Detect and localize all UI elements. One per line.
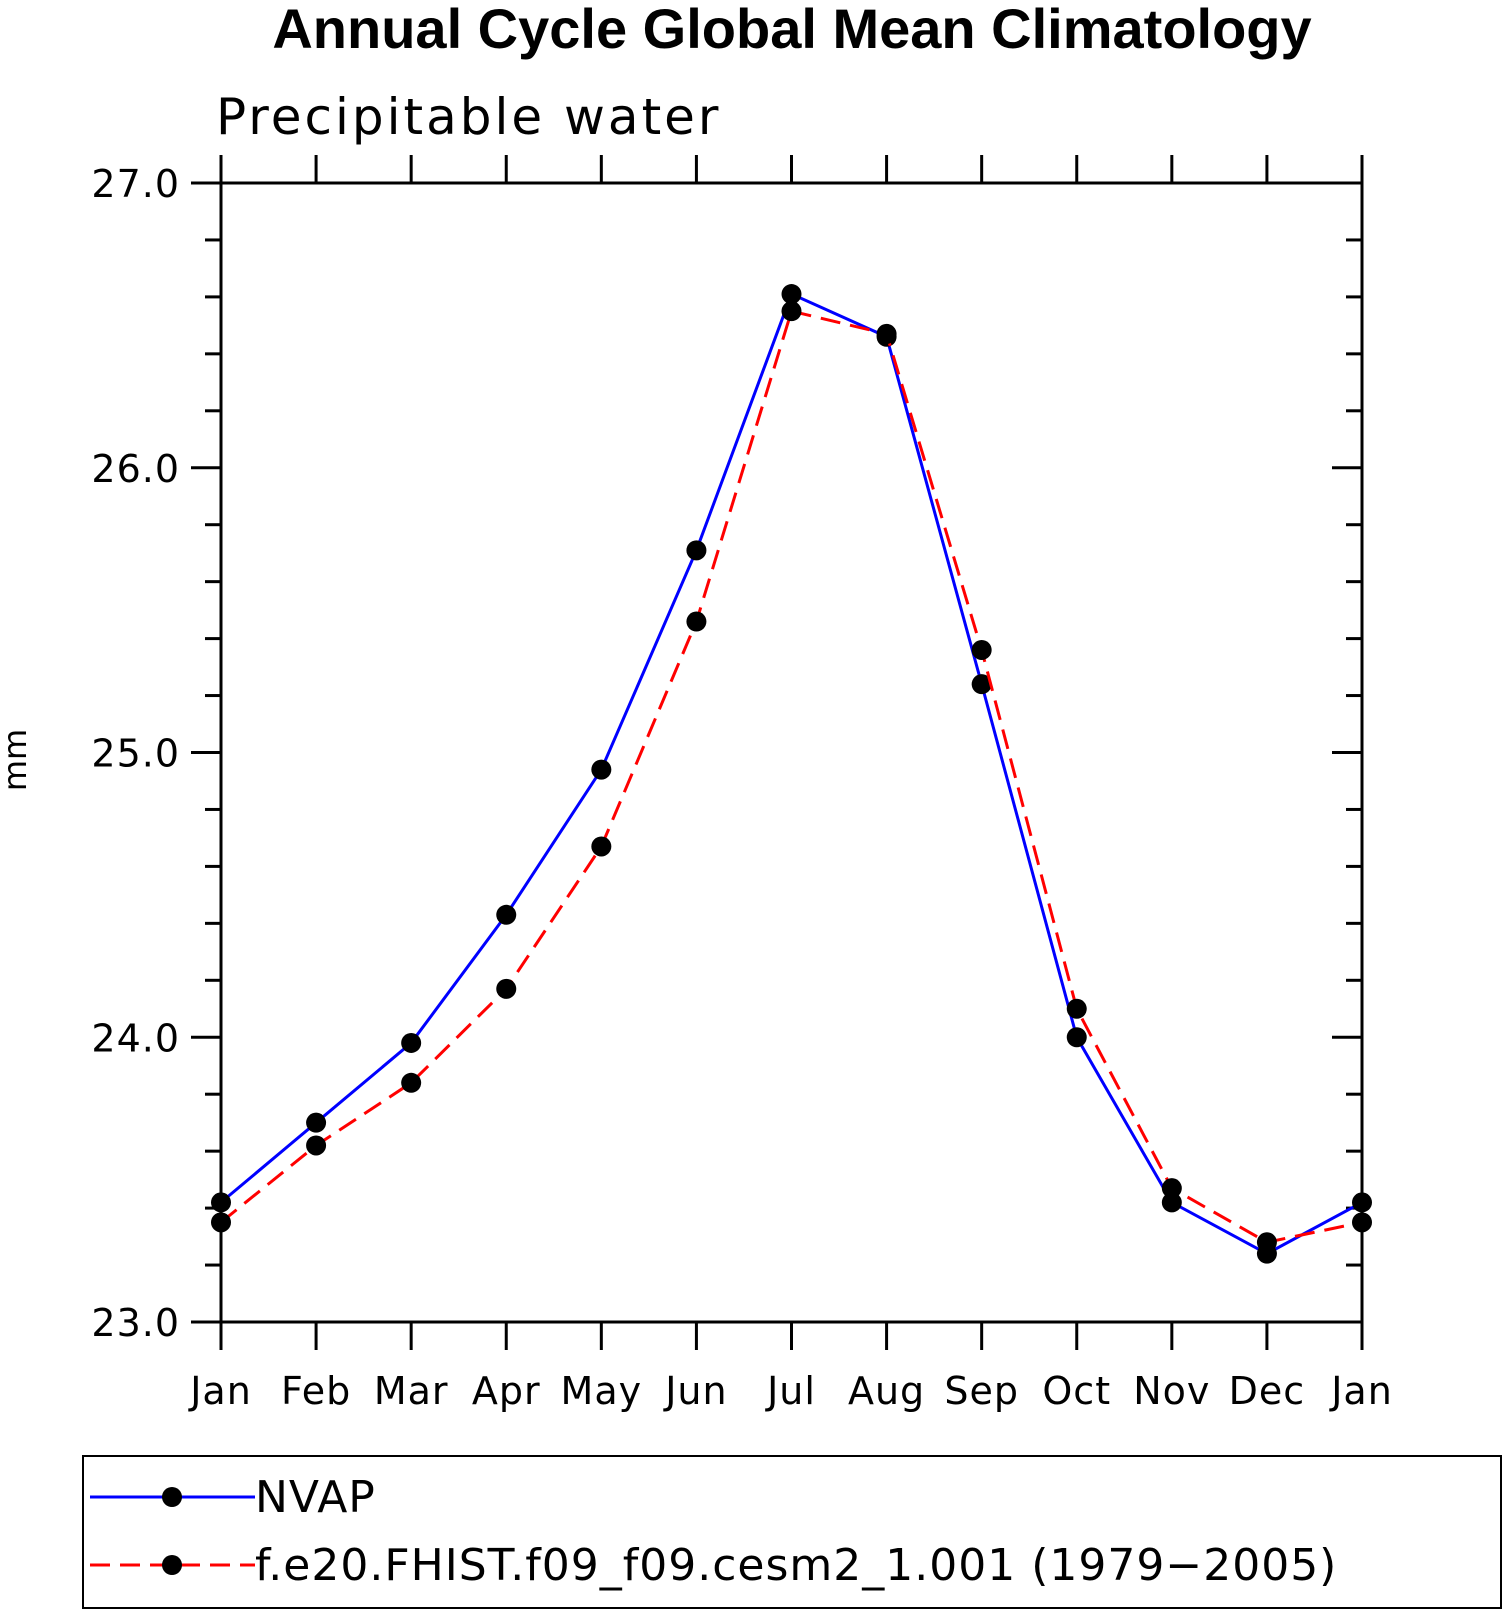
data-point [1066, 998, 1087, 1019]
data-point [211, 1192, 231, 1213]
y-tick-label: 25.0 [91, 732, 180, 776]
data-point [971, 639, 992, 660]
series-layer [211, 284, 1372, 1264]
data-point [781, 284, 802, 305]
data-point [1161, 1178, 1182, 1199]
x-tick-label: May [561, 1369, 643, 1413]
data-point [496, 904, 517, 925]
x-tick-labels: Jan Feb Mar Apr May Jun Jul Aug Sep Oct Nov Dec Jan [188, 1369, 1393, 1413]
y-tick-label: 27.0 [91, 162, 180, 206]
chart-title: Annual Cycle Global Mean Climatology [272, 0, 1311, 60]
data-point [686, 611, 707, 632]
series-line [220, 292, 1363, 1256]
data-point [1066, 1027, 1087, 1048]
x-tick-label: Apr [472, 1369, 541, 1413]
legend-box [82, 1455, 1502, 1609]
y-tick-label: 26.0 [91, 447, 180, 491]
plot-frame [219, 181, 1364, 1324]
data-point [496, 978, 517, 999]
axis-ticks [191, 155, 1364, 1350]
data-point [781, 301, 802, 322]
x-tick-label: Jul [765, 1369, 816, 1413]
data-point [306, 1135, 327, 1156]
legend-label-nvap: NVAP [255, 1472, 376, 1523]
data-point [306, 1112, 327, 1133]
legend: NVAP f.e20.FHIST.f09_f09.cesm2_1.001 (19… [82, 1455, 1502, 1609]
chart-subtitle: Precipitable water [216, 88, 722, 146]
series-2 [211, 301, 1372, 1253]
data-point [1352, 1192, 1372, 1213]
x-tick-label: Oct [1042, 1369, 1111, 1413]
x-tick-label: Dec [1229, 1369, 1306, 1413]
x-tick-label: Sep [944, 1369, 1019, 1413]
x-tick-label: Aug [848, 1369, 925, 1413]
legend-marker-nvap [162, 1487, 182, 1507]
data-point [876, 323, 897, 344]
data-point [401, 1032, 422, 1053]
x-tick-label: Nov [1133, 1369, 1210, 1413]
y-tick-label: 24.0 [91, 1016, 180, 1060]
series-1 [211, 284, 1372, 1264]
data-point [971, 674, 992, 695]
x-tick-label: Jan [1329, 1369, 1393, 1413]
y-tick-label: 23.0 [91, 1301, 180, 1345]
data-point [401, 1072, 422, 1093]
x-tick-label: Jan [188, 1369, 252, 1413]
data-point [686, 540, 707, 561]
data-point [591, 759, 612, 780]
y-tick-labels: 23.0 24.0 25.0 26.0 27.0 [91, 162, 180, 1345]
data-point [591, 836, 612, 857]
x-tick-label: Mar [374, 1369, 449, 1413]
data-point [1161, 1192, 1182, 1213]
legend-marker-cesm [162, 1555, 182, 1575]
data-point [1352, 1212, 1372, 1233]
legend-label-cesm: f.e20.FHIST.f09_f09.cesm2_1.001 (1979−20… [255, 1540, 1337, 1591]
data-point [211, 1212, 231, 1233]
x-tick-label: Jun [663, 1369, 727, 1413]
x-tick-label: Feb [281, 1369, 351, 1413]
series-line [220, 309, 1363, 1244]
data-point [1256, 1232, 1277, 1253]
y-axis-label: mm [0, 729, 34, 791]
